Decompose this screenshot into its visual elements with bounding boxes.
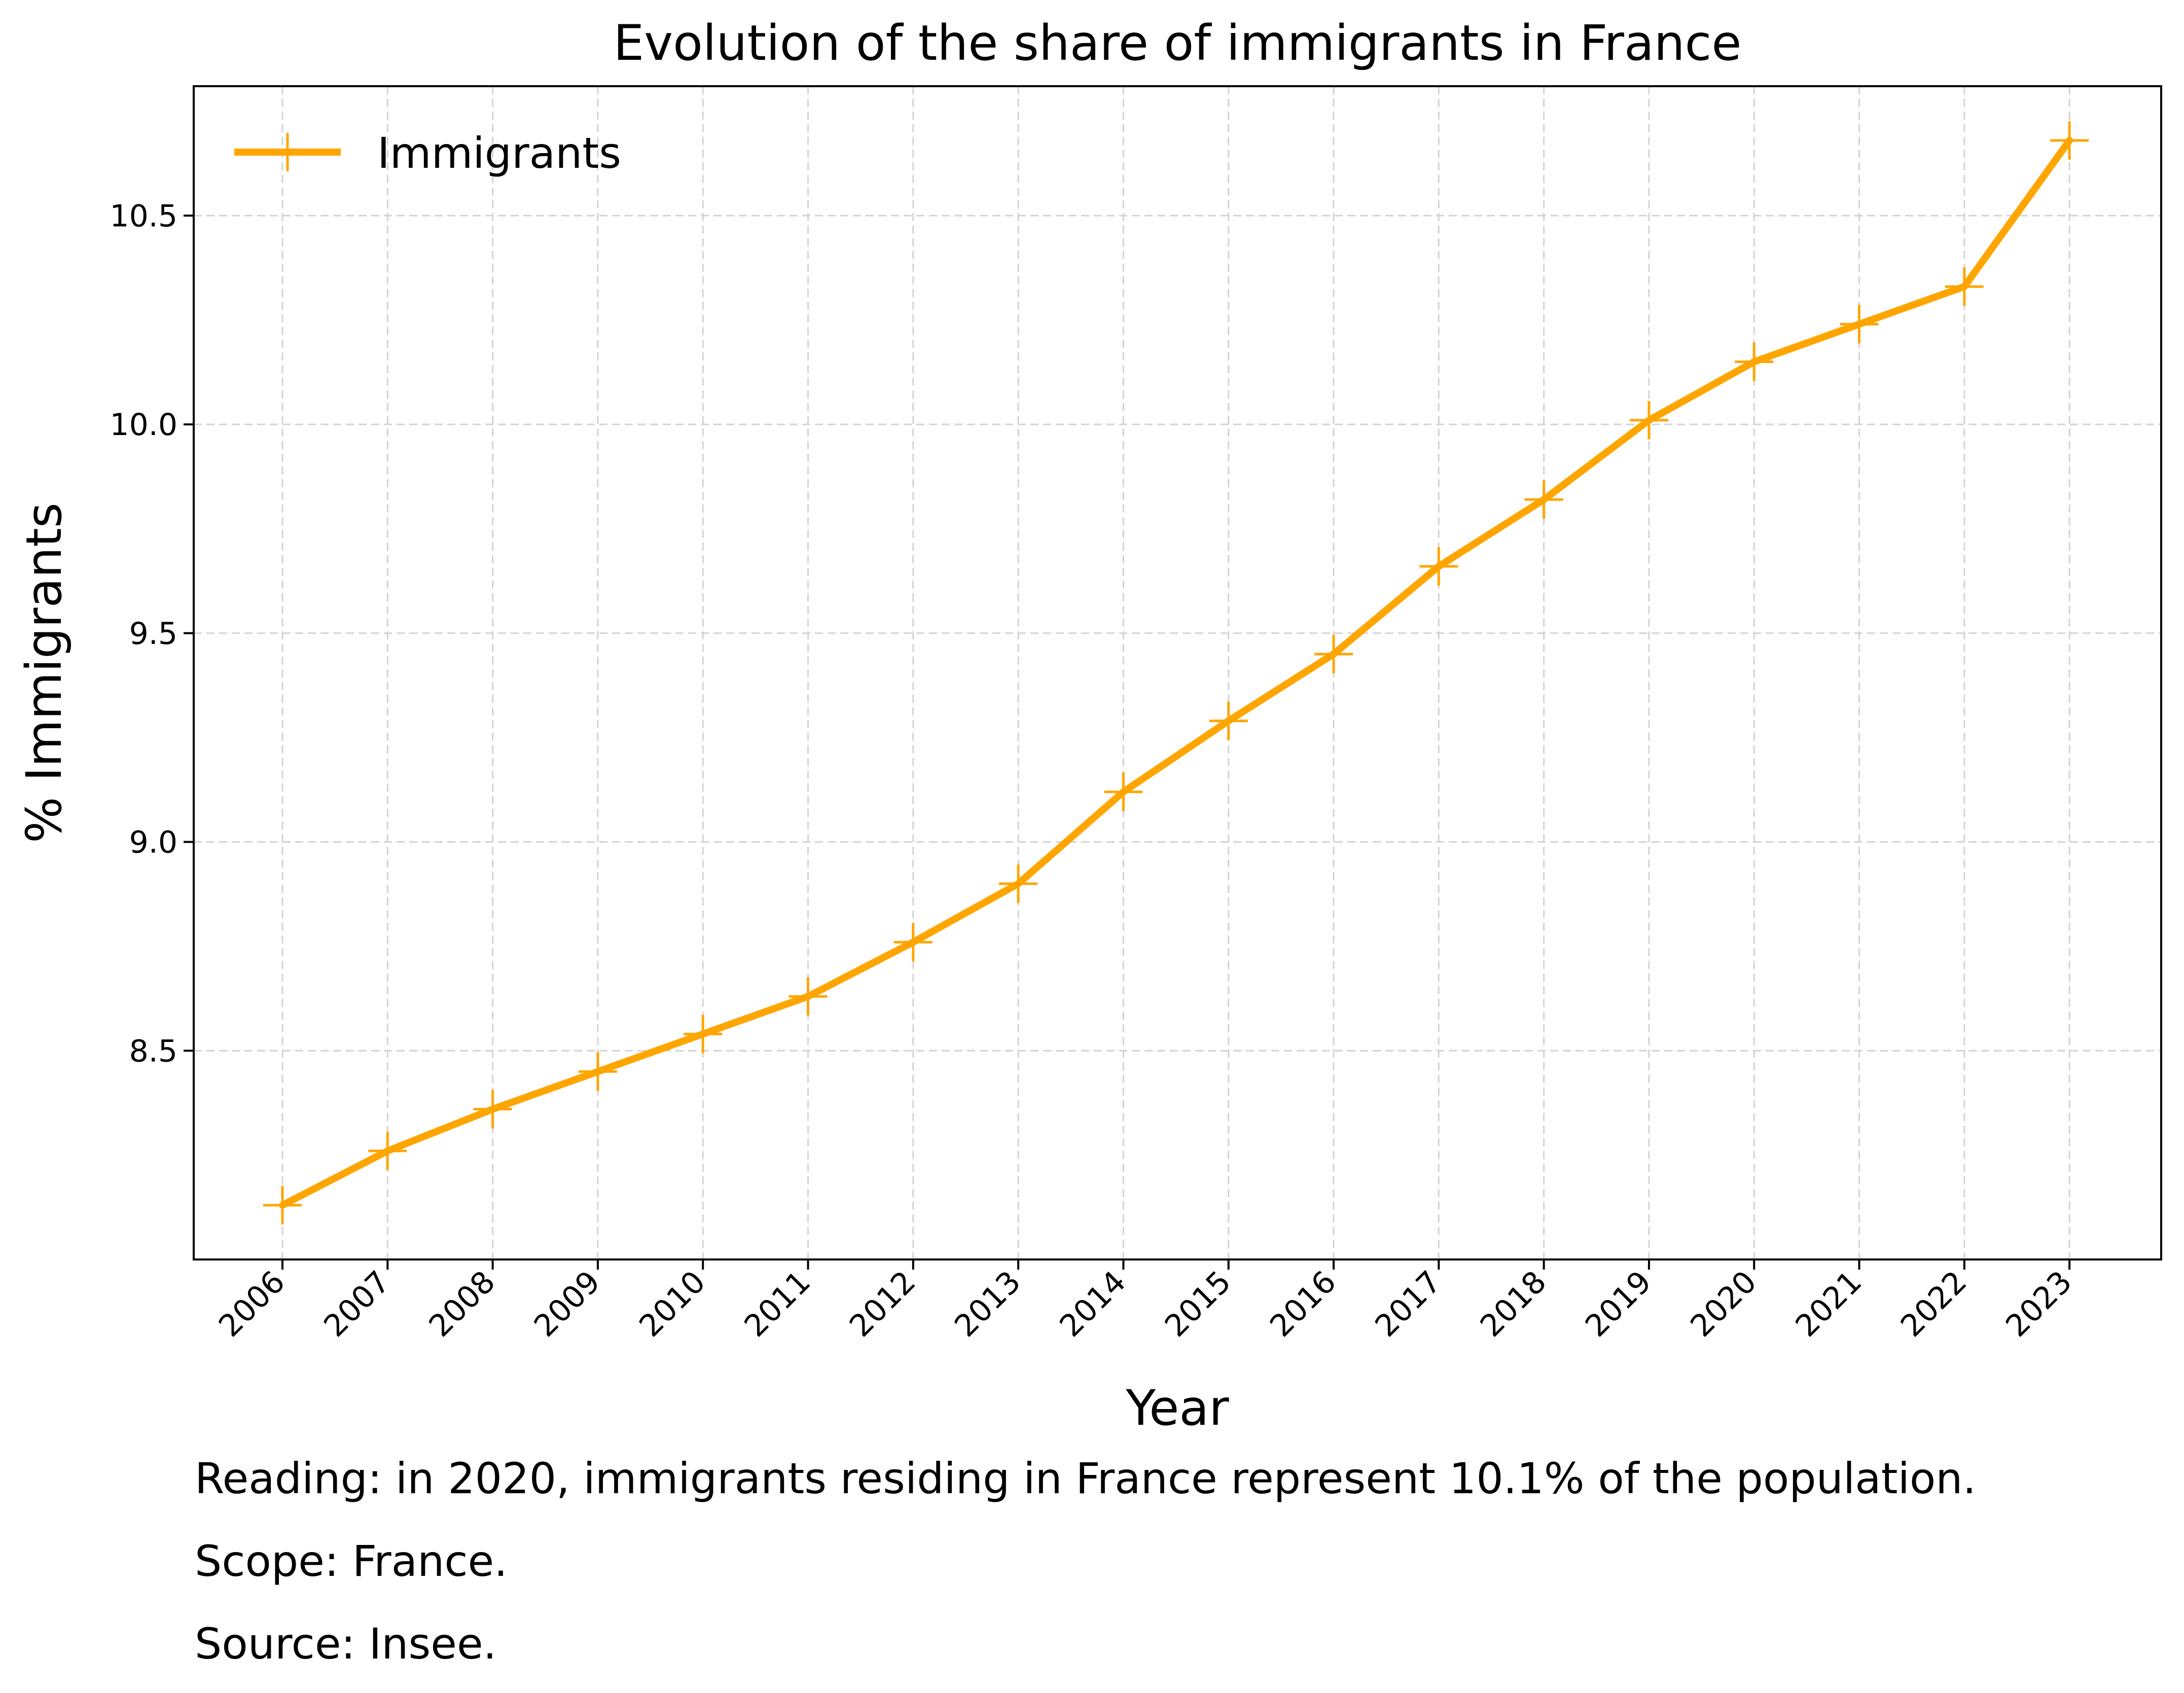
chart-title: Evolution of the share of immigrants in … <box>614 15 1742 71</box>
y-tick-label: 8.5 <box>129 1033 177 1069</box>
x-tick-label: 2017 <box>1368 1264 1448 1344</box>
x-tick-label: 2020 <box>1684 1264 1763 1344</box>
data-point <box>1840 305 1879 344</box>
source-note: Source: Insee. <box>195 1619 497 1669</box>
data-point <box>2050 121 2089 160</box>
x-tick-label: 2023 <box>1999 1264 2079 1344</box>
x-tick-label: 2011 <box>738 1264 817 1344</box>
x-tick-label: 2013 <box>948 1264 1027 1344</box>
y-axis-label: % Immigrants <box>16 502 73 843</box>
x-tick-label: 2008 <box>422 1264 502 1344</box>
ticks: 2006 2007 2008 2009 2010 2011 2012 2013 2014 2015… <box>110 198 2079 1344</box>
y-tick-label: 9.0 <box>129 825 177 860</box>
grid <box>194 86 2161 1259</box>
x-tick-label: 2006 <box>212 1264 292 1344</box>
data-point <box>1209 701 1248 740</box>
x-tick-label: 2014 <box>1053 1264 1133 1344</box>
x-tick-label: 2009 <box>527 1264 607 1344</box>
x-tick-label: 2016 <box>1263 1264 1343 1344</box>
data-point <box>1314 634 1353 673</box>
data-point <box>1735 342 1774 381</box>
data-point <box>473 1090 512 1129</box>
x-tick-label: 2019 <box>1579 1264 1658 1344</box>
data-point <box>999 864 1038 903</box>
data-point <box>578 1052 617 1091</box>
legend-label: Immigrants <box>377 128 621 178</box>
data-point <box>1945 267 1984 306</box>
plot-frame <box>193 85 2162 1260</box>
data-point <box>1524 480 1563 519</box>
data-point <box>368 1131 407 1170</box>
data-point <box>263 1185 302 1224</box>
scope-note: Scope: France. <box>195 1536 508 1586</box>
x-tick-label: 2012 <box>843 1264 922 1344</box>
data-point <box>684 1015 723 1054</box>
series-layer <box>263 121 2089 1224</box>
data-point <box>1419 547 1458 586</box>
reading-note: Reading: in 2020, immigrants residing in… <box>195 1454 1977 1503</box>
y-tick-label: 10.5 <box>110 198 177 234</box>
data-point <box>1629 401 1668 440</box>
x-tick-label: 2015 <box>1158 1264 1238 1344</box>
x-tick-label: 2021 <box>1789 1264 1869 1344</box>
data-point <box>1104 772 1143 811</box>
data-point <box>789 977 828 1016</box>
x-tick-label: 2010 <box>632 1264 712 1344</box>
y-tick-label: 10.0 <box>110 407 177 443</box>
data-point <box>893 923 933 962</box>
series-line <box>279 137 2073 1209</box>
legend: Immigrants <box>234 128 621 178</box>
x-axis-label: Year <box>1125 1380 1229 1436</box>
x-tick-label: 2007 <box>317 1264 397 1344</box>
y-tick-label: 9.5 <box>129 616 177 652</box>
x-tick-label: 2018 <box>1474 1264 1553 1344</box>
x-tick-label: 2022 <box>1894 1264 1974 1344</box>
